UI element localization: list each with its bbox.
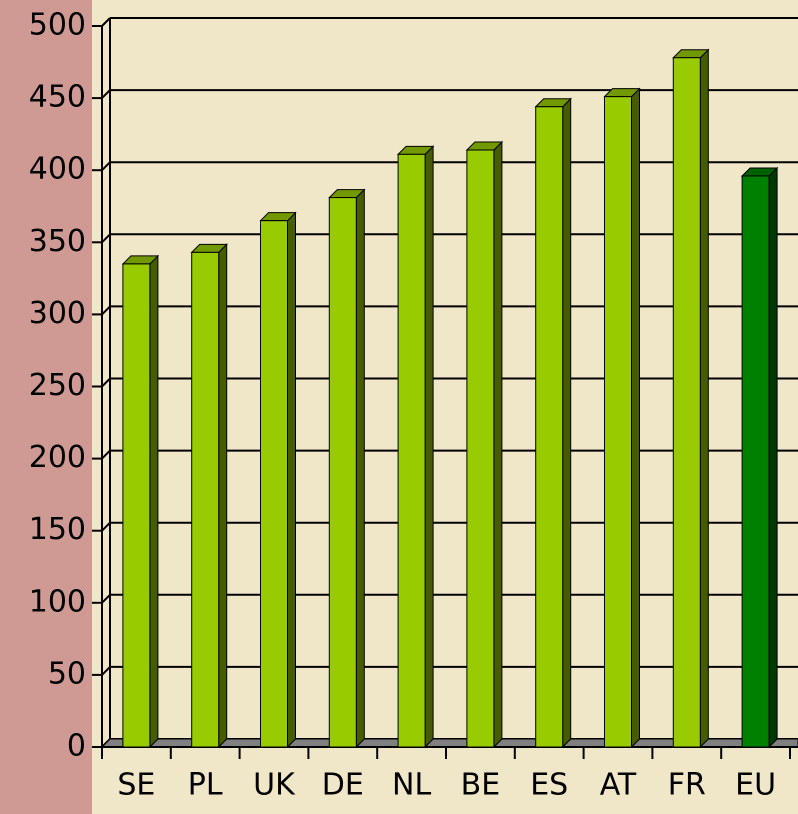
bar: [260, 220, 288, 748]
x-tick-label: ES: [530, 768, 568, 803]
x-tick-label: DE: [322, 768, 364, 803]
y-tick-label: 100: [29, 584, 86, 619]
bar-side: [699, 48, 709, 749]
bar-side: [562, 97, 572, 749]
bar-side: [768, 166, 778, 749]
x-tick-label: NL: [392, 768, 431, 803]
bar: [535, 106, 564, 748]
side-strip: [0, 0, 92, 814]
y-tick-label: 50: [48, 656, 86, 691]
x-tick-label: EU: [735, 768, 776, 803]
y-tick-label: 300: [29, 296, 86, 331]
bar-side: [149, 254, 159, 749]
bar: [328, 197, 357, 748]
bar-side: [355, 188, 365, 749]
bar: [466, 149, 495, 748]
tick-diagonal: [101, 161, 111, 171]
bar: [191, 251, 220, 748]
x-tick-label: PL: [188, 768, 223, 803]
x-tick-label: FR: [668, 768, 706, 803]
tick-diagonal: [101, 233, 111, 244]
tick-diagonal: [101, 305, 111, 316]
y-tick-label: 450: [29, 80, 86, 115]
tick-diagonal: [101, 449, 111, 460]
tick-diagonal: [101, 521, 111, 532]
tick-diagonal: [101, 89, 111, 99]
tick-diagonal: [101, 594, 111, 604]
x-tick-label: AT: [600, 768, 637, 803]
bar: [672, 57, 701, 748]
y-tick-label: 0: [67, 729, 86, 764]
bar: [122, 263, 151, 748]
y-tick-label: 400: [29, 152, 86, 187]
bar-side: [631, 87, 640, 749]
y-tick-label: 500: [29, 8, 86, 43]
bar: [397, 153, 426, 748]
bar-side: [287, 211, 296, 749]
y-tick-label: 200: [29, 440, 86, 475]
tick-diagonal: [101, 666, 111, 676]
tick-diagonal: [101, 17, 111, 27]
x-tick-label: SE: [117, 768, 155, 803]
bar-side: [218, 243, 228, 749]
y-tick-label: 350: [29, 224, 86, 259]
bar: [741, 175, 770, 748]
x-tick-label: BE: [461, 768, 501, 803]
tick-diagonal: [101, 377, 111, 388]
bar: [604, 96, 632, 748]
y-tick-label: 250: [29, 368, 86, 403]
bar-side: [493, 140, 503, 749]
y-tick-label: 150: [29, 512, 86, 547]
x-tick-label: UK: [253, 768, 296, 803]
bar-side: [424, 145, 434, 749]
